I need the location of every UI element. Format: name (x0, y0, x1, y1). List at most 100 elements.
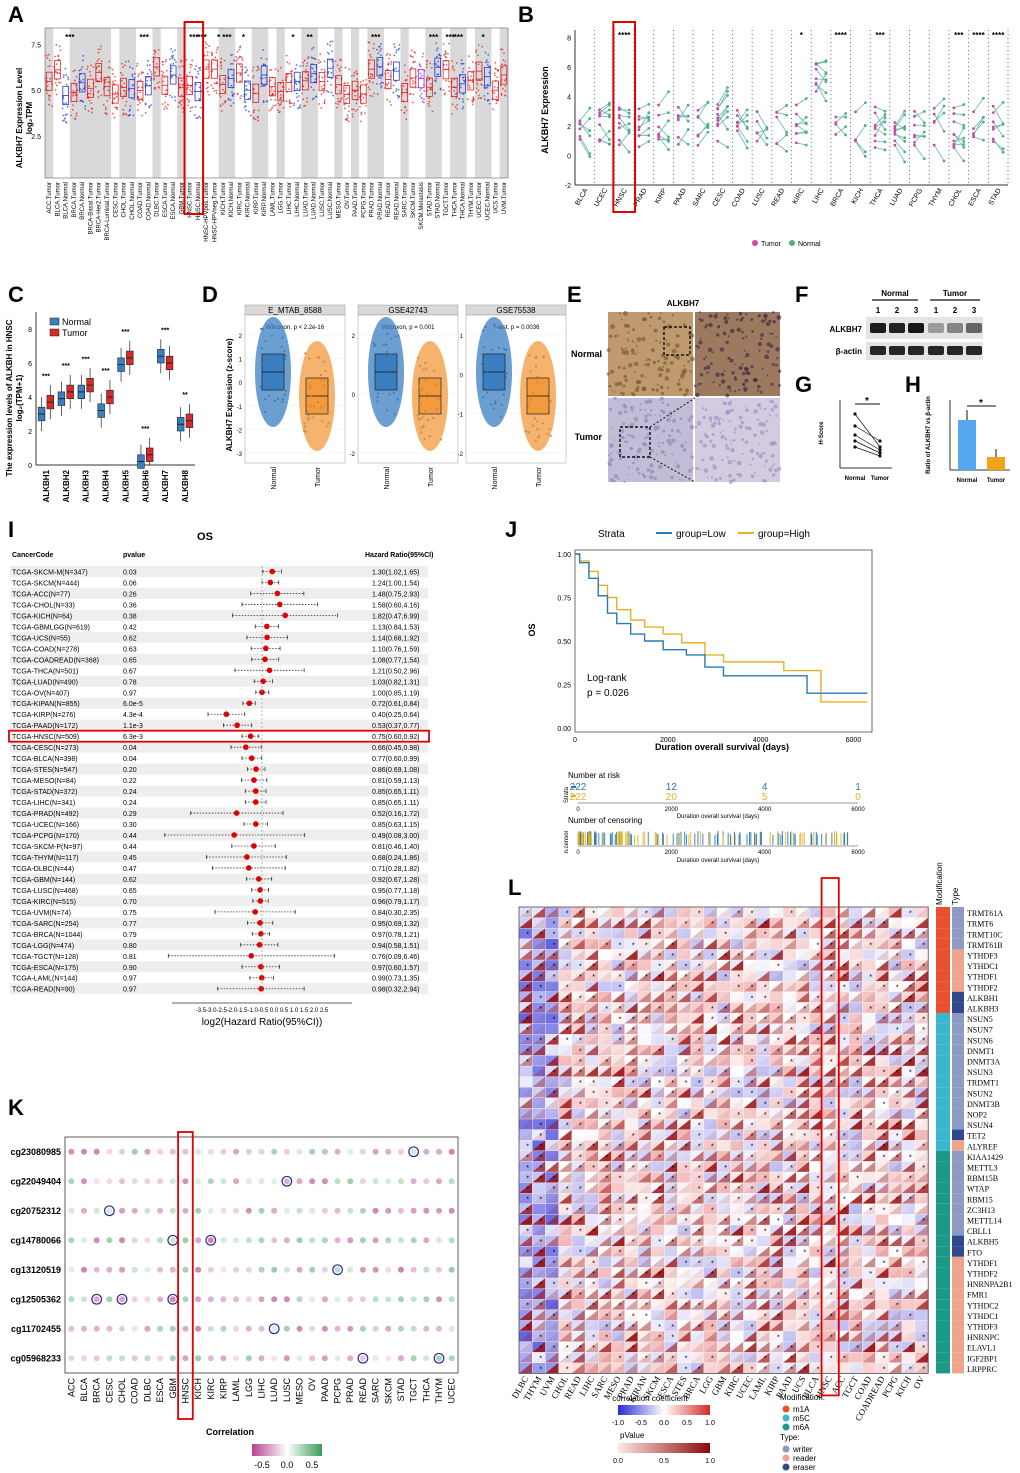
x-tick: PAAD (673, 188, 688, 208)
sample-point (490, 403, 493, 406)
sig-star: * (566, 942, 569, 949)
tumor-point (913, 140, 916, 144)
pair-line (953, 121, 964, 126)
sample-point (505, 372, 508, 375)
sample-point (483, 355, 486, 358)
lane-number: 3 (972, 306, 977, 315)
tumor-point (873, 111, 877, 115)
hr-point (258, 963, 264, 970)
tumor-point (952, 106, 956, 110)
expression-point (471, 103, 474, 106)
correlation-dot (220, 1266, 227, 1273)
expression-point (501, 63, 503, 66)
pair-line (619, 122, 630, 133)
expression-point (262, 49, 265, 51)
normal-point (903, 136, 907, 140)
stain-spot (646, 433, 650, 436)
correlation-dot (359, 1296, 366, 1303)
expression-point (128, 110, 131, 112)
legend-normal: Normal (62, 317, 91, 327)
pair-line (619, 107, 630, 114)
sample-point (305, 430, 308, 433)
stain-spot (606, 348, 611, 352)
stain-spot (695, 392, 700, 398)
expression-point (235, 60, 237, 63)
sig-star: * (579, 1048, 582, 1055)
stain-spot (655, 339, 658, 342)
expression-point (178, 65, 181, 68)
k-legend-tick-3: 0.5 (306, 1460, 319, 1470)
expression-point (246, 69, 249, 71)
expression-point (323, 102, 326, 104)
sig-star: * (566, 1038, 569, 1045)
expression-point (293, 102, 296, 105)
sig-star: * (566, 910, 569, 917)
correlation-dot (271, 1148, 278, 1155)
tumor-point (617, 114, 621, 117)
sig-star: * (922, 942, 925, 949)
y-tick: 6 (567, 65, 571, 72)
expression-point (116, 95, 118, 98)
forest-header-code: CancerCode (12, 552, 53, 559)
sample-point (421, 388, 424, 391)
normal-point (853, 433, 857, 437)
stain-spot (713, 421, 717, 425)
expression-point (307, 56, 310, 58)
expression-point (462, 100, 465, 103)
tumor-point (696, 116, 700, 119)
expression-point (379, 73, 381, 76)
expression-point (398, 95, 401, 98)
correlation-dot (435, 1237, 442, 1244)
correlation-dot (296, 1325, 303, 1332)
forest-hr: 1.21(0.50,2.96) (372, 668, 419, 675)
row-band (10, 609, 428, 621)
y-tick: 2 (352, 334, 356, 340)
expression-point (345, 117, 348, 120)
risk-title: Number at risk (568, 771, 621, 780)
sample-point (425, 367, 428, 370)
panel-e: E ALKBH7 Normal Tumor (567, 282, 782, 485)
sig-star: * (645, 1059, 648, 1066)
tumor-point (854, 110, 857, 114)
sig-star: * (632, 1080, 635, 1087)
forest-code: TCGA-STES(N=547) (12, 767, 78, 774)
pair-line (894, 140, 905, 153)
correlation-dot (195, 1355, 202, 1362)
cancer-tick: THCA (421, 1378, 431, 1403)
x-tick: KIRC.Normal (246, 182, 252, 217)
expression-point (413, 51, 416, 54)
correlation-dot (397, 1148, 404, 1155)
sample-point (502, 393, 505, 396)
correlation-dot (233, 1178, 240, 1185)
expression-point (499, 84, 502, 87)
pair-line (579, 136, 591, 154)
x-tick: UCS.Tumor (494, 182, 500, 213)
panel-label-h: H (905, 372, 921, 397)
expression-point (220, 57, 223, 60)
forest-pvalue: 0.81 (123, 954, 137, 961)
x-tick: BRCA.Tumor (72, 182, 78, 217)
expression-point (74, 94, 77, 97)
km-ylabel: OS (527, 623, 537, 636)
x-tick: KIRC.Tumor (237, 182, 243, 215)
expression-point (164, 60, 167, 63)
tumor-point (676, 105, 680, 109)
expression-point (380, 86, 383, 89)
sig-star: * (909, 953, 912, 960)
expression-point (108, 60, 111, 63)
tumor-point (873, 134, 877, 137)
expression-point (281, 79, 284, 82)
significance-mark: *** (954, 31, 964, 40)
stain-spot (701, 407, 705, 410)
stain-spot (644, 436, 647, 440)
normal-point (981, 96, 985, 100)
normal-point (785, 130, 788, 134)
stain-spot (720, 434, 725, 439)
expression-point (193, 114, 196, 116)
significance-mark: **** (834, 31, 847, 40)
stain-spot (620, 435, 624, 439)
stain-spot (679, 432, 682, 435)
expression-point (75, 75, 78, 78)
expression-point (397, 96, 400, 99)
expression-point (180, 79, 183, 82)
